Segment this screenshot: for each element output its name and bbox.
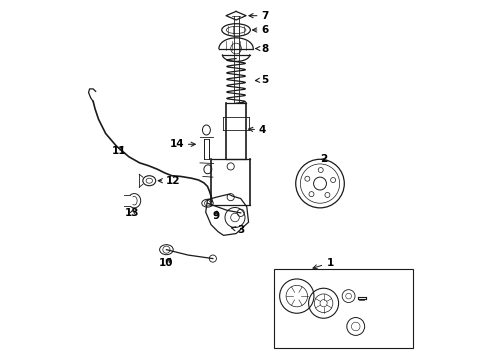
- Text: 12: 12: [158, 176, 180, 186]
- Text: 7: 7: [249, 11, 269, 21]
- Text: 3: 3: [231, 225, 245, 235]
- Text: 10: 10: [159, 258, 173, 268]
- Text: 9: 9: [213, 211, 220, 221]
- Text: 2: 2: [320, 154, 327, 164]
- Text: 5: 5: [255, 75, 269, 85]
- Text: 13: 13: [125, 208, 140, 218]
- Text: 6: 6: [252, 25, 269, 35]
- Text: 8: 8: [256, 44, 269, 54]
- Text: 1: 1: [313, 257, 334, 269]
- Bar: [273, 269, 413, 348]
- Text: 14: 14: [170, 139, 196, 149]
- Text: 11: 11: [112, 147, 126, 157]
- Text: 4: 4: [248, 125, 266, 135]
